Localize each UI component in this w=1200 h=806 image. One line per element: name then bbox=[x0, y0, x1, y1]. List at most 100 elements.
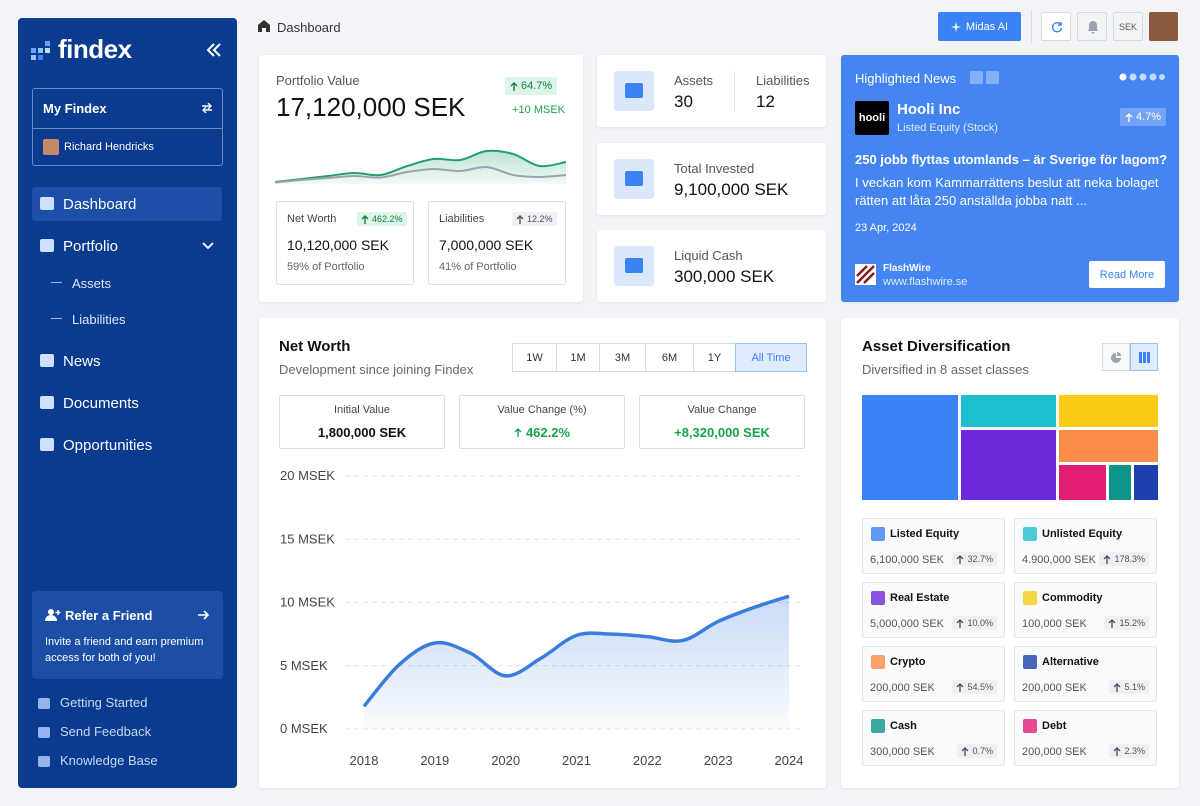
sparkle-icon bbox=[950, 21, 961, 32]
asset-icon bbox=[871, 591, 885, 605]
footer-link[interactable]: Send Feedback bbox=[38, 724, 151, 742]
liabilities-change-text: 12.2% bbox=[527, 214, 553, 224]
liabilities-count: 12 bbox=[756, 92, 775, 111]
net-worth-change-text: 462.2% bbox=[372, 214, 403, 224]
notifications-button[interactable] bbox=[1077, 12, 1107, 41]
refer-card[interactable]: Refer a Friend Invite a friend and earn … bbox=[32, 591, 223, 679]
kpi-value: 1,800,000 SEK bbox=[280, 425, 444, 440]
collapse-button[interactable] bbox=[206, 43, 222, 57]
asset-value: 200,000 SEK bbox=[1022, 682, 1087, 694]
asset-card[interactable]: Unlisted Equity 4.900,000 SEK 178.3% bbox=[1014, 518, 1157, 574]
liabilities-label: Liabilities bbox=[439, 213, 485, 225]
footer-link[interactable]: Getting Started bbox=[38, 695, 147, 713]
chevron bbox=[202, 242, 214, 250]
range-button[interactable]: 1M bbox=[556, 343, 600, 372]
asset-change-text: 0.7% bbox=[972, 746, 993, 756]
breadcrumb[interactable]: Dashboard bbox=[277, 20, 341, 35]
nav-item[interactable]: Opportunities bbox=[32, 428, 222, 462]
nav-item[interactable]: Liabilities bbox=[32, 302, 222, 336]
ai-button-label: Midas AI bbox=[965, 20, 1009, 33]
nav-label: Liabilities bbox=[72, 311, 126, 327]
asset-change: 2.3% bbox=[1109, 744, 1149, 758]
asset-change: 15.2% bbox=[1104, 616, 1149, 630]
asset-name: Listed Equity bbox=[890, 528, 960, 540]
panel-subtitle: Diversified in 8 asset classes bbox=[862, 362, 1029, 377]
range-button[interactable]: 1Y bbox=[693, 343, 736, 372]
company-type: Listed Equity (Stock) bbox=[897, 122, 998, 134]
range-button[interactable]: 1W bbox=[512, 343, 557, 372]
asset-card[interactable]: Listed Equity 6,100,000 SEK 32.7% bbox=[862, 518, 1005, 574]
kpi-label: Value Change (%) bbox=[497, 404, 587, 416]
asset-card[interactable]: Debt 200,000 SEK 2.3% bbox=[1014, 710, 1157, 766]
nav-item[interactable]: Assets bbox=[32, 266, 222, 300]
workspace-box[interactable]: My Findex Richard Hendricks bbox=[32, 88, 223, 166]
liabilities-count-label: Liabilities bbox=[756, 73, 810, 88]
wallet-icon bbox=[614, 246, 654, 286]
invested-value: 9,100,000 SEK bbox=[674, 180, 789, 199]
asset-value: 5,000,000 SEK bbox=[870, 618, 945, 630]
range-button[interactable]: 6M bbox=[645, 343, 694, 372]
nav-item[interactable]: News bbox=[32, 344, 222, 378]
home-icon bbox=[258, 20, 270, 32]
kpi-label: Initial Value bbox=[333, 404, 391, 416]
panel-title: Net Worth bbox=[279, 338, 351, 355]
asset-card[interactable]: Crypto 200,000 SEK 54.5% bbox=[862, 646, 1005, 702]
nav-item[interactable]: Documents bbox=[32, 386, 222, 420]
read-more-button[interactable]: Read More bbox=[1089, 261, 1165, 288]
portfolio-change-text: 64.7% bbox=[521, 80, 553, 92]
source-name: FlashWire bbox=[883, 263, 931, 274]
news-card: Highlighted News hooli Hooli Inc Listed … bbox=[841, 55, 1179, 302]
asset-change-text: 5.1% bbox=[1124, 682, 1145, 692]
assets-count: 30 bbox=[674, 92, 693, 111]
kpi-box: Value Change +8,320,000 SEK bbox=[639, 395, 805, 449]
nav-item[interactable]: Portfolio bbox=[32, 229, 222, 263]
up-arrow bbox=[961, 746, 969, 756]
pie-view-button[interactable] bbox=[1102, 343, 1130, 371]
net-worth-panel: Net Worth Development since joining Find… bbox=[259, 318, 826, 788]
refer-text: Invite a friend and earn premium access … bbox=[45, 636, 204, 664]
kpi-value-text: 462.2% bbox=[525, 425, 571, 440]
asset-card[interactable]: Real Estate 5,000,000 SEK 10.0% bbox=[862, 582, 1005, 638]
company-change: 4.7% bbox=[1120, 108, 1167, 126]
treemap-view-button[interactable] bbox=[1130, 343, 1158, 371]
asset-card[interactable]: Cash 300,000 SEK 0.7% bbox=[862, 710, 1005, 766]
profile-avatar[interactable] bbox=[1149, 12, 1178, 41]
asset-card[interactable]: Commodity 100,000 SEK 15.2% bbox=[1014, 582, 1157, 638]
switch-icon bbox=[202, 103, 212, 113]
nav-icon bbox=[40, 438, 54, 451]
asset-card[interactable]: Alternative 200,000 SEK 5.1% bbox=[1014, 646, 1157, 702]
kpi-value: +8,320,000 SEK bbox=[640, 425, 804, 440]
news-body: I veckan kom Kammarrättens beslut att ne… bbox=[855, 175, 1159, 208]
net-worth-label: Net Worth bbox=[287, 213, 337, 225]
range-button[interactable]: 3M bbox=[599, 343, 646, 372]
refresh-button[interactable] bbox=[1041, 12, 1071, 41]
nav-icon bbox=[40, 239, 54, 252]
user-name: Richard Hendricks bbox=[64, 141, 154, 153]
range-button[interactable]: All Time bbox=[735, 343, 807, 372]
ai-button[interactable]: Midas AI bbox=[938, 12, 1021, 41]
sidebar: findex My Findex Richard Hendricks Refer… bbox=[18, 18, 237, 788]
asset-name: Alternative bbox=[1042, 656, 1099, 668]
currency-button[interactable]: SEK bbox=[1113, 12, 1143, 41]
counts-card: Assets 30 Liabilities 12 bbox=[597, 55, 826, 127]
asset-icon bbox=[871, 527, 885, 541]
nav-bullet bbox=[51, 318, 62, 319]
asset-value: 300,000 SEK bbox=[870, 746, 935, 758]
footer-link[interactable]: Knowledge Base bbox=[38, 753, 158, 771]
nav-item[interactable]: Dashboard bbox=[32, 187, 222, 221]
asset-change-text: 54.5% bbox=[967, 682, 993, 692]
next-button[interactable] bbox=[986, 71, 999, 84]
prev-button[interactable] bbox=[970, 71, 983, 84]
up-arrow bbox=[956, 554, 964, 564]
portfolio-card: Portfolio Value 17,120,000 SEK 64.7% +10… bbox=[259, 55, 583, 302]
news-headline[interactable]: 250 jobb flyttas utomlands – är Sverige … bbox=[855, 152, 1168, 167]
portfolio-change: 64.7% bbox=[505, 77, 558, 95]
asset-value: 6,100,000 SEK bbox=[870, 554, 945, 566]
nav-label: News bbox=[63, 352, 101, 370]
refer-title: Refer a Friend bbox=[65, 608, 153, 623]
kpi-box: Value Change (%) 462.2% bbox=[459, 395, 625, 449]
net-worth-change: 462.2% bbox=[357, 212, 407, 226]
range-selector: 1W 1M 3M 6M 1Y All Time bbox=[512, 343, 807, 372]
asset-value: 4.900,000 SEK bbox=[1022, 554, 1097, 566]
